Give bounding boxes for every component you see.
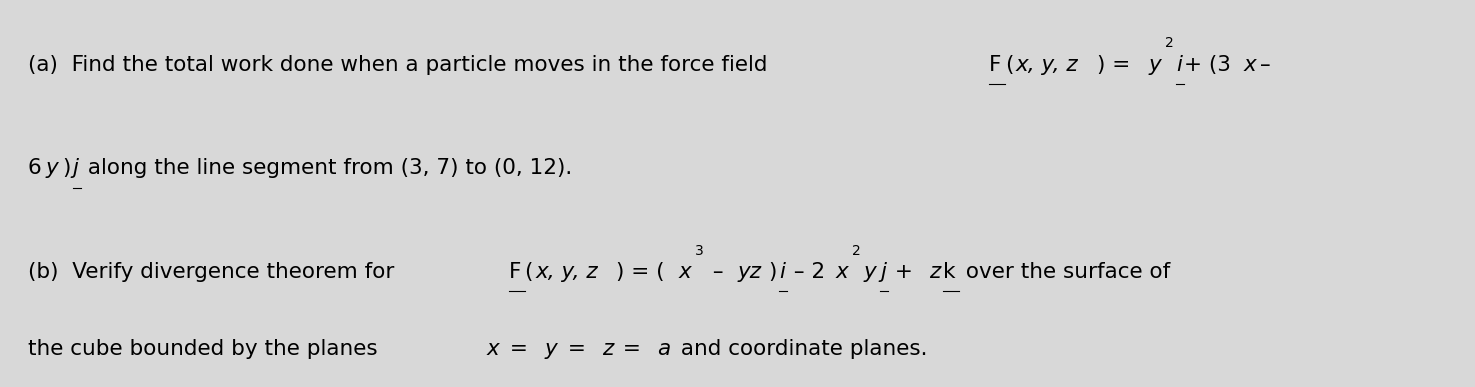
- Text: –: –: [707, 262, 730, 282]
- Text: j: j: [72, 158, 78, 178]
- Text: 2: 2: [853, 244, 861, 258]
- Text: 2: 2: [1165, 36, 1174, 50]
- Text: (b)  Verify divergence theorem for: (b) Verify divergence theorem for: [28, 262, 401, 282]
- Text: k: k: [943, 262, 956, 282]
- Text: a: a: [656, 339, 670, 359]
- Text: x: x: [487, 339, 500, 359]
- Text: ): ): [62, 158, 71, 178]
- Text: =: =: [617, 339, 648, 359]
- Text: yz: yz: [738, 262, 761, 282]
- Text: 3: 3: [695, 244, 704, 258]
- Text: +: +: [888, 262, 919, 282]
- Text: along the line segment from (3, 7) to (0, 12).: along the line segment from (3, 7) to (0…: [81, 158, 572, 178]
- Text: 6: 6: [28, 158, 41, 178]
- Text: the cube bounded by the planes: the cube bounded by the planes: [28, 339, 385, 359]
- Text: F: F: [509, 262, 521, 282]
- Text: (: (: [1004, 55, 1013, 75]
- Text: =: =: [503, 339, 535, 359]
- Text: + (3: + (3: [1183, 55, 1230, 75]
- Text: ) = (: ) = (: [617, 262, 664, 282]
- Text: and coordinate planes.: and coordinate planes.: [674, 339, 928, 359]
- Text: j: j: [881, 262, 886, 282]
- Text: y: y: [46, 158, 59, 178]
- Text: =: =: [560, 339, 593, 359]
- Text: ) =: ) =: [1096, 55, 1137, 75]
- Text: y: y: [1148, 55, 1161, 75]
- Text: – 2: – 2: [788, 262, 825, 282]
- Text: F: F: [990, 55, 1002, 75]
- Text: y: y: [544, 339, 558, 359]
- Text: i: i: [1176, 55, 1181, 75]
- Text: z: z: [929, 262, 940, 282]
- Text: over the surface of: over the surface of: [959, 262, 1171, 282]
- Text: (: (: [525, 262, 532, 282]
- Text: i: i: [779, 262, 785, 282]
- Text: x: x: [678, 262, 692, 282]
- Text: –: –: [1261, 55, 1271, 75]
- Text: x, y, z: x, y, z: [535, 262, 597, 282]
- Text: (a)  Find the total work done when a particle moves in the force field: (a) Find the total work done when a part…: [28, 55, 774, 75]
- Text: ): ): [768, 262, 777, 282]
- Text: z: z: [602, 339, 614, 359]
- Text: y: y: [864, 262, 876, 282]
- Text: x, y, z: x, y, z: [1016, 55, 1078, 75]
- Text: x: x: [836, 262, 848, 282]
- Text: x: x: [1243, 55, 1257, 75]
